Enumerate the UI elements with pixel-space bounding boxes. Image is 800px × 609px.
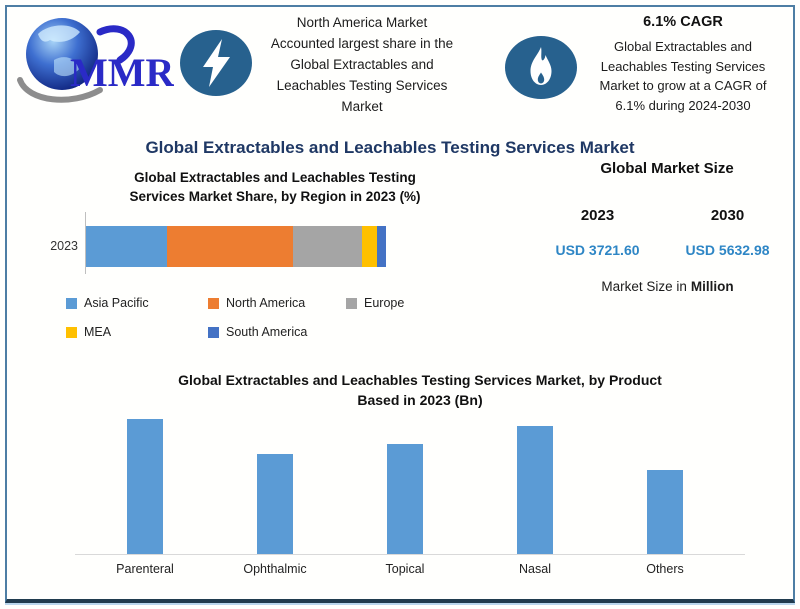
market-size-year-2023: 2023	[580, 207, 615, 224]
callout-line: Global Extractables and	[613, 39, 753, 54]
bar-others	[647, 470, 683, 554]
page-title: Global Extractables and Leachables Testi…	[145, 138, 635, 157]
bar-segment-mea	[362, 226, 377, 267]
legend-label: South America	[226, 325, 308, 339]
bar-column-ophthalmic	[210, 414, 340, 554]
category-label-parenteral: Parenteral	[116, 562, 174, 576]
bar-segment-north-america	[167, 226, 293, 267]
market-size-value-2023: USD 3721.60	[555, 242, 640, 258]
callout-line: Global Extractables and	[290, 57, 434, 72]
legend-swatch-europe	[346, 297, 357, 309]
legend-item-europe: Europe	[346, 296, 436, 310]
callout-line: Market	[341, 99, 383, 114]
market-size-year-2030: 2030	[710, 207, 745, 224]
legend-item-mea: MEA	[66, 325, 208, 339]
category-label-nasal: Nasal	[519, 562, 551, 576]
bar-parenteral	[127, 419, 163, 554]
callout-line: Leachables Testing Services	[276, 78, 448, 93]
legend-label: Europe	[364, 296, 405, 310]
bar-segment-asia-pacific	[86, 226, 167, 267]
legend-item-asia-pacific: Asia Pacific	[66, 296, 208, 310]
right-callout: 6.1% CAGR Global Extractables and Leacha…	[576, 14, 790, 115]
legend-item-south-america: South America	[208, 325, 346, 339]
bar-topical	[387, 444, 423, 554]
legend-item-north-america: North America	[208, 296, 346, 310]
bar-ophthalmic	[257, 454, 293, 554]
legend-swatch-north-america	[208, 297, 219, 309]
callout-line: Accounted largest share in the	[270, 36, 454, 51]
region-chart-category-label: 2023	[50, 239, 78, 253]
product-category-labels: Parenteral Ophthalmic Topical Nasal Others	[80, 562, 730, 576]
legend-label: North America	[226, 296, 306, 310]
cagr-title: 6.1% CAGR	[643, 14, 723, 30]
region-chart-title: Global Extractables and Leachables Testi…	[60, 168, 490, 206]
bar-column-parenteral	[80, 414, 210, 554]
legend-swatch-mea	[66, 326, 77, 338]
product-bars	[80, 414, 730, 554]
market-size-note-prefix: Market Size in	[601, 279, 687, 294]
left-callout: North America Market Accounted largest s…	[246, 12, 478, 117]
legend-swatch-south-america	[208, 326, 219, 338]
callout-line: Leachables Testing Services	[600, 58, 766, 74]
legend-swatch-asia-pacific	[66, 297, 77, 309]
category-label-others: Others	[646, 562, 684, 576]
category-label-topical: Topical	[385, 562, 425, 576]
market-size-title: Global Market Size	[600, 160, 734, 177]
legend-label: MEA	[84, 325, 112, 339]
mmr-logo: MMR	[14, 10, 176, 106]
region-chart-title-line1: Global Extractables and Leachables Testi…	[134, 170, 416, 185]
region-legend: Asia Pacific North America Europe MEA South …	[66, 296, 436, 339]
market-size-note-unit: Million	[690, 279, 734, 294]
callout-line: North America Market	[296, 15, 428, 30]
bar-nasal	[517, 426, 553, 554]
region-stacked-bar	[86, 226, 386, 267]
lightning-icon	[180, 30, 252, 96]
bar-column-topical	[340, 414, 470, 554]
logo-text: MMR	[70, 50, 174, 95]
bar-segment-south-america	[377, 226, 386, 267]
category-label-ophthalmic: Ophthalmic	[243, 562, 307, 576]
globe-icon: MMR	[17, 18, 176, 103]
market-size-note: Market Size in Million	[555, 279, 780, 294]
product-chart-title-line1: Global Extractables and Leachables Testi…	[178, 372, 662, 388]
product-chart-title: Global Extractables and Leachables Testi…	[80, 370, 760, 410]
product-chart-x-axis	[75, 554, 745, 555]
region-chart-y-axis	[85, 212, 86, 274]
region-chart-title-line2: Services Market Share, by Region in 2023…	[129, 189, 421, 204]
bar-segment-europe	[293, 226, 362, 267]
callout-line: 6.1% during 2024-2030	[615, 97, 751, 113]
product-chart-title-line2: Based in 2023 (Bn)	[357, 392, 483, 408]
callout-line: Market to grow at a CAGR of	[599, 78, 767, 93]
flame-icon	[505, 36, 577, 99]
legend-label: Asia Pacific	[84, 296, 149, 310]
market-size-value-2030: USD 5632.98	[685, 242, 770, 258]
bar-column-nasal	[470, 414, 600, 554]
bar-column-others	[600, 414, 730, 554]
